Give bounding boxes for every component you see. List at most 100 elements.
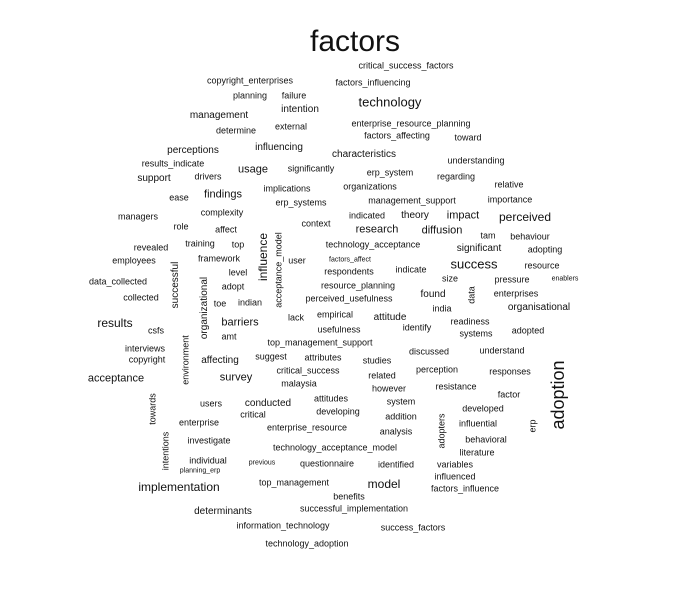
word-impact: impact	[446, 209, 480, 222]
word-perceived-usefulness: perceived_usefulness	[305, 293, 393, 304]
word-characteristics: characteristics	[332, 149, 396, 160]
word-level: level	[228, 267, 248, 278]
word-intention: intention	[281, 104, 319, 115]
word-management: management	[189, 110, 249, 121]
word-significantly: significantly	[287, 163, 335, 174]
word-organizational: organizational	[199, 276, 210, 340]
word-literature: literature	[459, 447, 495, 458]
word-attributes: attributes	[304, 352, 342, 363]
word-adopt: adopt	[221, 281, 245, 292]
word-top-management: top_management	[258, 477, 330, 488]
word-barriers: barriers	[221, 316, 259, 329]
word-significant: significant	[456, 243, 502, 254]
word-individual: individual	[189, 455, 227, 466]
word-developed: developed	[462, 403, 504, 414]
word-critical-success: critical_success	[276, 365, 340, 376]
word-managers: managers	[117, 211, 159, 222]
word-technology-adoption: technology_adoption	[265, 538, 349, 549]
word-support: support	[137, 173, 171, 184]
word-successful-implementation: successful_implementation	[299, 503, 409, 514]
word-amt: amt	[221, 331, 237, 342]
word-pressure: pressure	[494, 274, 530, 285]
word-attitude: attitude	[373, 312, 407, 323]
word-understanding: understanding	[447, 155, 505, 166]
word-towards: towards	[147, 393, 158, 425]
word-resource: resource	[524, 260, 560, 271]
word-developing: developing	[316, 406, 360, 417]
word-information-technology: information_technology	[236, 520, 330, 531]
word-data-collected: data_collected	[88, 276, 148, 287]
word-acceptance-model: acceptance_model	[273, 232, 284, 308]
word-enterprise-resource: enterprise_resource	[266, 422, 348, 433]
word-perceived: perceived	[498, 210, 552, 224]
word-enterprise-resource-planning: enterprise_resource_planning	[351, 118, 471, 129]
word-affect: affect	[215, 224, 237, 235]
word-enterprise: enterprise	[178, 417, 220, 428]
word-behaviour: behaviour	[510, 231, 550, 242]
word-failure: failure	[281, 90, 307, 101]
word-identified: identified	[377, 459, 415, 470]
word-technology-acceptance: technology_acceptance	[325, 239, 421, 250]
word-enablers: enablers	[551, 275, 579, 283]
word-erp-systems: erp_systems	[275, 197, 327, 208]
word-top-management-support: top_management_support	[267, 337, 373, 348]
word-toward: toward	[454, 132, 482, 143]
word-critical: critical	[240, 409, 266, 420]
word-user: user	[288, 255, 306, 266]
word-empirical: empirical	[316, 309, 354, 320]
word-technology-acceptance-model: technology_acceptance_model	[272, 442, 398, 453]
word-data: data	[466, 286, 477, 304]
word-planning: planning	[232, 90, 268, 101]
word-organisational: organisational	[507, 302, 571, 313]
word-model: model	[367, 477, 401, 491]
word-regarding: regarding	[436, 171, 476, 182]
word-factors-affect: factors_affect	[329, 256, 371, 264]
word-diffusion: diffusion	[421, 224, 463, 237]
word-intentions: intentions	[160, 431, 171, 471]
word-copyright: copyright	[128, 354, 166, 365]
word-suggest: suggest	[255, 351, 287, 362]
word-behavioral: behavioral	[465, 434, 507, 445]
word-resistance: resistance	[435, 381, 477, 392]
word-top: top	[231, 239, 245, 250]
word-factors-affecting: factors_affecting	[364, 130, 430, 141]
word-employees: employees	[112, 255, 156, 266]
word-success: success	[450, 256, 498, 272]
word-system: system	[386, 396, 416, 407]
word-survey: survey	[219, 371, 253, 384]
word-context: context	[301, 218, 331, 229]
word-framework: framework	[197, 253, 241, 264]
word-critical-success-factors: critical_success_factors	[358, 60, 454, 71]
word-lack: lack	[287, 312, 305, 323]
word-interviews: interviews	[124, 343, 166, 354]
word-results-indicate: results_indicate	[141, 158, 205, 169]
word-found: found	[420, 289, 446, 300]
word-relative: relative	[494, 179, 524, 190]
word-implications: implications	[263, 183, 311, 194]
word-readiness: readiness	[450, 316, 490, 327]
word-planning-erp: planning_erp	[179, 467, 221, 475]
word-management-support: management_support	[368, 195, 456, 206]
word-technology: technology	[358, 94, 422, 110]
word-adopting: adopting	[527, 244, 563, 255]
word-affecting: affecting	[201, 355, 239, 366]
word-malaysia: malaysia	[281, 378, 317, 389]
word-adoption: adoption	[548, 360, 568, 430]
word-findings: findings	[204, 188, 242, 201]
word-influential: influential	[458, 418, 498, 429]
word-resource-planning: resource_planning	[320, 280, 396, 291]
word-environment: environment	[180, 335, 191, 385]
word-collected: collected	[123, 292, 159, 303]
word-previous: previous	[248, 459, 276, 467]
word-size: size	[441, 273, 459, 284]
word-role: role	[173, 221, 189, 232]
word-factors-influence: factors_influence	[430, 483, 500, 494]
word-responses: responses	[489, 366, 531, 377]
word-india: india	[432, 303, 452, 314]
word-results: results	[97, 316, 133, 330]
word-perception: perception	[415, 364, 459, 375]
word-factors: factors	[309, 25, 401, 58]
word-influenced: influenced	[434, 471, 476, 482]
word-successful: successful	[170, 261, 181, 309]
word-external: external	[274, 121, 308, 132]
